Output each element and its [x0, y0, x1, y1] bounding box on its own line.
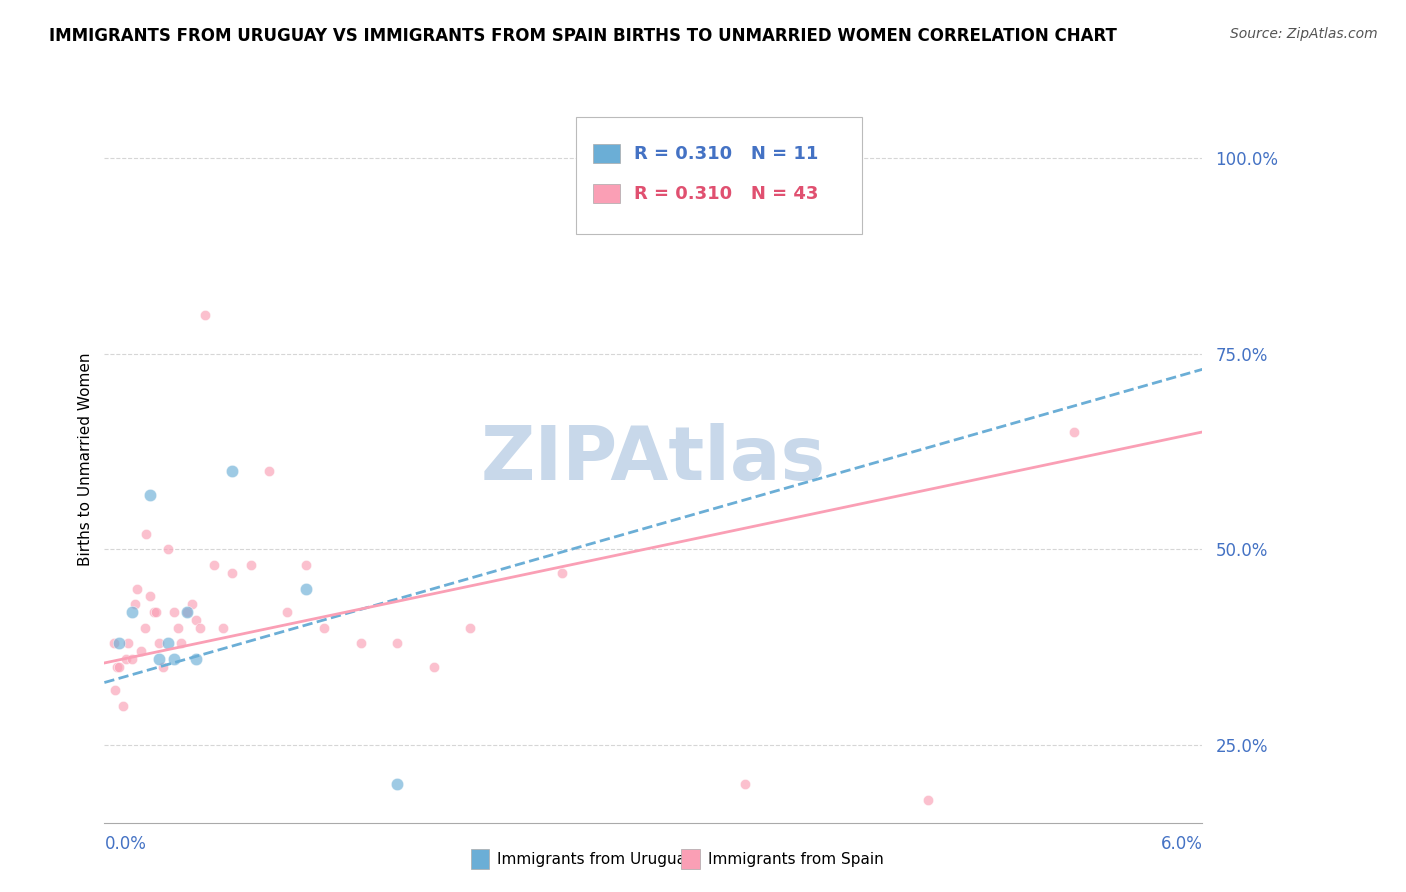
Point — [105, 660, 128, 674]
Text: Immigrants from Spain: Immigrants from Spain — [709, 852, 884, 867]
Point — [176, 605, 198, 619]
Point — [202, 558, 225, 573]
Point — [239, 558, 262, 573]
Point — [135, 526, 157, 541]
Point — [103, 636, 125, 650]
Point — [115, 652, 138, 666]
Point — [734, 777, 756, 791]
Point — [129, 644, 152, 658]
Point — [276, 605, 298, 619]
Text: 6.0%: 6.0% — [1160, 835, 1202, 854]
Point — [221, 566, 243, 580]
Point — [385, 777, 408, 791]
Point — [108, 636, 131, 650]
Point — [423, 660, 446, 674]
Text: R = 0.310   N = 43: R = 0.310 N = 43 — [634, 185, 818, 202]
Point — [121, 605, 143, 619]
Point — [212, 621, 235, 635]
Point — [312, 621, 335, 635]
Point — [917, 793, 939, 807]
Point — [460, 621, 482, 635]
Point — [385, 636, 408, 650]
Text: IMMIGRANTS FROM URUGUAY VS IMMIGRANTS FROM SPAIN BIRTHS TO UNMARRIED WOMEN CORRE: IMMIGRANTS FROM URUGUAY VS IMMIGRANTS FR… — [49, 27, 1118, 45]
Text: Immigrants from Uruguay: Immigrants from Uruguay — [498, 852, 696, 867]
Point — [145, 605, 167, 619]
Point — [148, 636, 170, 650]
Text: ZIPAtlas: ZIPAtlas — [481, 423, 825, 496]
Point — [139, 590, 162, 604]
Point — [176, 605, 198, 619]
Point — [108, 660, 131, 674]
Point — [294, 558, 316, 573]
Point — [142, 605, 165, 619]
Point — [124, 597, 146, 611]
Point — [294, 582, 316, 596]
Point — [127, 582, 149, 596]
Point — [111, 699, 134, 714]
Point — [121, 652, 143, 666]
Point — [139, 488, 162, 502]
Point — [184, 613, 207, 627]
Point — [1063, 425, 1085, 439]
Point — [551, 566, 574, 580]
Point — [134, 621, 156, 635]
Point — [104, 683, 127, 698]
Point — [163, 652, 186, 666]
Point — [194, 308, 217, 322]
Point — [170, 636, 193, 650]
Point — [184, 652, 207, 666]
Point — [163, 605, 186, 619]
Y-axis label: Births to Unmarried Women: Births to Unmarried Women — [79, 352, 93, 566]
Point — [221, 464, 243, 478]
FancyBboxPatch shape — [576, 117, 862, 234]
Point — [117, 636, 139, 650]
Point — [152, 660, 174, 674]
Text: R = 0.310   N = 11: R = 0.310 N = 11 — [634, 145, 818, 162]
Point — [157, 636, 180, 650]
Point — [188, 621, 211, 635]
Point — [349, 636, 371, 650]
Point — [148, 652, 170, 666]
Text: Source: ZipAtlas.com: Source: ZipAtlas.com — [1230, 27, 1378, 41]
Bar — [593, 145, 620, 162]
Point — [166, 621, 188, 635]
Point — [181, 597, 204, 611]
Point — [257, 464, 280, 478]
Point — [157, 542, 180, 557]
Bar — [593, 185, 620, 202]
Text: 0.0%: 0.0% — [104, 835, 146, 854]
